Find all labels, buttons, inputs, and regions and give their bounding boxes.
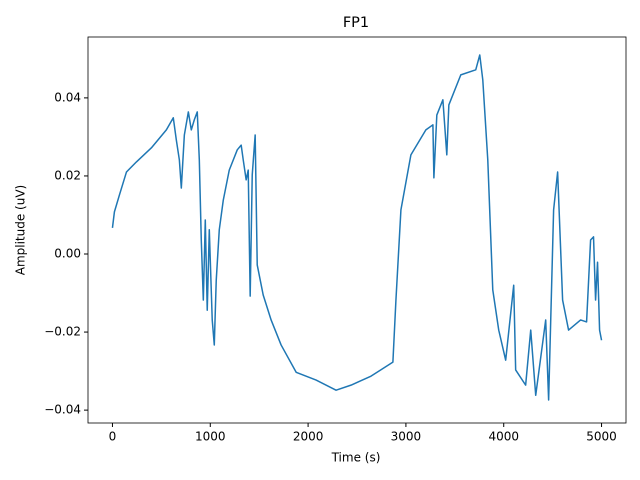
x-axis-label: Time (s) xyxy=(331,451,381,465)
x-tick-label: 2000 xyxy=(293,430,324,444)
x-tick-label: 0 xyxy=(109,430,117,444)
y-tick-label: 0.00 xyxy=(54,247,81,261)
plot-frame xyxy=(87,36,627,424)
x-tick-label: 3000 xyxy=(391,430,422,444)
y-tick-label: −0.04 xyxy=(44,403,81,417)
data-line xyxy=(111,54,603,401)
chart-title: FP1 xyxy=(343,15,369,31)
x-tick-label: 5000 xyxy=(586,430,617,444)
y-axis-label: Amplitude (uV) xyxy=(14,185,28,276)
x-tick-label: 1000 xyxy=(195,430,226,444)
y-tick-label: 0.04 xyxy=(54,90,81,104)
x-tick-label: 4000 xyxy=(488,430,519,444)
y-tick-label: −0.02 xyxy=(44,325,81,339)
y-tick-label: 0.02 xyxy=(54,168,81,182)
